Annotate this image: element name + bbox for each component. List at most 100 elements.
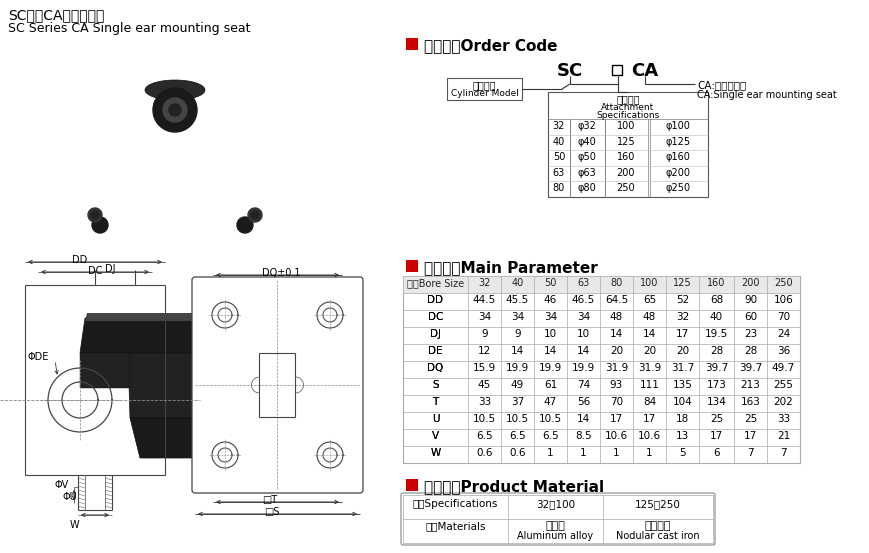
Text: 46.5: 46.5 [571,295,594,305]
Text: 1: 1 [613,448,619,458]
Text: 33: 33 [776,414,789,424]
Text: ΦDE: ΦDE [28,352,50,362]
Text: 订货型号Order Code: 订货型号Order Code [423,38,557,53]
Text: 60: 60 [743,312,756,322]
Text: DD: DD [72,255,88,265]
Text: 74: 74 [576,380,589,390]
Text: T: T [432,397,438,407]
Text: U: U [431,414,439,424]
Text: 39.7: 39.7 [704,363,727,373]
Text: W: W [430,448,440,458]
Text: 160: 160 [616,152,634,162]
Text: 213: 213 [740,380,760,390]
Text: S: S [432,380,438,390]
FancyBboxPatch shape [192,277,362,493]
Text: 23: 23 [743,329,756,339]
Text: 19.9: 19.9 [538,363,561,373]
Text: 19.5: 19.5 [704,329,727,339]
Text: 6: 6 [713,448,719,458]
Text: 45.5: 45.5 [505,295,528,305]
Text: T: T [432,397,438,407]
Circle shape [153,88,196,132]
Text: SC Series CA Single ear mounting seat: SC Series CA Single ear mounting seat [8,22,250,35]
Text: 31.9: 31.9 [637,363,660,373]
Circle shape [169,104,181,116]
Text: 10.5: 10.5 [538,414,561,424]
Text: 21: 21 [776,431,789,441]
Text: 68: 68 [709,295,722,305]
Text: 100: 100 [640,278,658,288]
Polygon shape [85,313,265,321]
Text: CA:Single ear mounting seat: CA:Single ear mounting seat [696,90,836,100]
Bar [406,38,417,50]
Text: 200: 200 [740,278,759,288]
Text: 56: 56 [576,397,589,407]
Text: 36: 36 [776,346,789,356]
Circle shape [163,98,187,122]
Text: 28: 28 [709,346,722,356]
Text: 63: 63 [552,168,565,178]
Circle shape [251,211,259,219]
Text: W: W [430,448,440,458]
Text: 70: 70 [776,312,789,322]
Text: V: V [431,431,439,441]
Text: 24: 24 [776,329,789,339]
Text: 90: 90 [743,295,756,305]
Text: 10.6: 10.6 [604,431,627,441]
Text: 17: 17 [743,431,756,441]
Text: 10.5: 10.5 [506,414,528,424]
Text: 106: 106 [773,295,793,305]
Text: 规格Specifications: 规格Specifications [412,499,498,509]
Text: 52: 52 [675,295,688,305]
Text: CA: CA [631,62,658,80]
Text: 48: 48 [642,312,655,322]
Text: 附件规格: 附件规格 [615,94,639,104]
Text: 10: 10 [576,329,589,339]
Text: φ125: φ125 [665,137,690,147]
Text: 39.7: 39.7 [738,363,761,373]
Polygon shape [80,318,269,353]
Text: 100: 100 [616,121,634,131]
Text: φ80: φ80 [577,184,595,194]
Text: 45: 45 [477,380,491,390]
Text: 17: 17 [675,329,688,339]
Text: DQ±0.1: DQ±0.1 [262,268,301,278]
Circle shape [248,208,262,222]
Polygon shape [215,353,269,388]
Text: 19.9: 19.9 [571,363,594,373]
Text: 0.6: 0.6 [475,448,492,458]
Text: W: W [70,520,80,530]
Text: 49.7: 49.7 [771,363,794,373]
Bar [406,260,417,272]
Ellipse shape [145,80,205,100]
Text: 48: 48 [609,312,622,322]
Text: 25: 25 [743,414,756,424]
Text: 20: 20 [675,346,688,356]
Text: 材质Materials: 材质Materials [425,521,485,531]
Text: 80: 80 [610,278,622,288]
Text: 14: 14 [609,329,622,339]
Text: 125－250: 125－250 [634,499,680,509]
FancyBboxPatch shape [401,493,714,545]
Text: 9: 9 [514,329,521,339]
Text: 32: 32 [478,278,490,288]
Polygon shape [80,353,129,388]
Text: φ200: φ200 [665,168,690,178]
Text: 10: 10 [543,329,556,339]
Text: 19.9: 19.9 [505,363,528,373]
Text: SC: SC [556,62,582,80]
Text: 255: 255 [773,380,793,390]
Text: 125: 125 [673,278,691,288]
Text: DJ: DJ [429,329,441,339]
Text: 球墨铸铁: 球墨铸铁 [644,521,671,531]
Text: 31.9: 31.9 [604,363,627,373]
Text: 产品材质Product Material: 产品材质Product Material [423,479,603,494]
Text: φ63: φ63 [577,168,595,178]
Text: 1: 1 [547,448,554,458]
Circle shape [92,217,108,233]
Text: DD: DD [427,295,443,305]
Text: 31.7: 31.7 [670,363,693,373]
Text: 80: 80 [552,184,565,194]
Text: DD: DD [427,295,443,305]
Text: 111: 111 [639,380,659,390]
